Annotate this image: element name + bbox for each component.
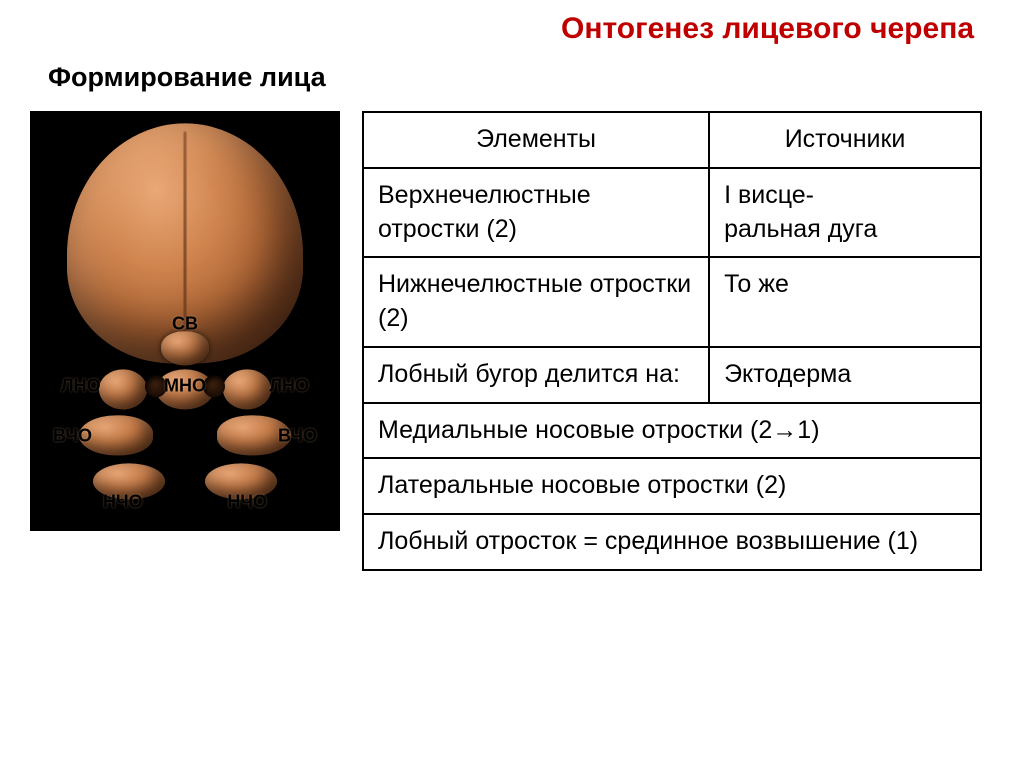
- label-vcho-right: ВЧО: [278, 425, 317, 446]
- label-mno: МНО: [164, 375, 206, 396]
- embryo-illustration: СВ МНО ЛНО ЛНО ВЧО ВЧО НЧО НЧО: [30, 111, 340, 531]
- process-lno-right: [223, 369, 271, 409]
- table-row: Верхнечелюстные отростки (2) I висце- ра…: [363, 168, 981, 258]
- header-elements: Элементы: [363, 112, 709, 168]
- cell-elements: Верхнечелюстные отростки (2): [363, 168, 709, 258]
- header-sources: Источники: [709, 112, 981, 168]
- table-row: Нижнечелюстные отростки (2) То же: [363, 257, 981, 347]
- cell-spanned: Лобный отросток = срединное возвышение (…: [363, 514, 981, 570]
- content-row: СВ МНО ЛНО ЛНО ВЧО ВЧО НЧО НЧО Элементы …: [30, 111, 994, 571]
- page-subtitle: Формирование лица: [48, 62, 994, 93]
- table-row-spanned: Медиальные носовые отростки (2→1): [363, 403, 981, 459]
- label-ncho-right: НЧО: [227, 491, 267, 512]
- embryo-midline-groove: [184, 131, 187, 331]
- table-header-row: Элементы Источники: [363, 112, 981, 168]
- cell-spanned: Медиальные носовые отростки (2→1): [363, 403, 981, 459]
- table-row-spanned: Латеральные носовые отростки (2): [363, 458, 981, 514]
- table-row: Лобный бугор делится на: Эктодерма: [363, 347, 981, 403]
- table-row-spanned: Лобный отросток = срединное возвышение (…: [363, 514, 981, 570]
- cell-sources: То же: [709, 257, 981, 347]
- cell-spanned: Латеральные носовые отростки (2): [363, 458, 981, 514]
- cell-elements: Нижнечелюстные отростки (2): [363, 257, 709, 347]
- elements-table: Элементы Источники Верхнечелюстные отрос…: [362, 111, 982, 571]
- process-sv: [161, 331, 209, 365]
- process-lno-left: [99, 369, 147, 409]
- label-vcho-left: ВЧО: [53, 425, 92, 446]
- cell-sources: I висце- ральная дуга: [709, 168, 981, 258]
- label-lno-left: ЛНО: [61, 375, 101, 396]
- label-sv: СВ: [172, 313, 198, 334]
- cell-sources: Эктодерма: [709, 347, 981, 403]
- page-title: Онтогенез лицевого черепа: [30, 12, 994, 46]
- cell-elements: Лобный бугор делится на:: [363, 347, 709, 403]
- embryo-shape: СВ МНО ЛНО ЛНО ВЧО ВЧО НЧО НЧО: [55, 123, 315, 503]
- nasal-pit-right: [203, 375, 225, 397]
- label-ncho-left: НЧО: [103, 491, 143, 512]
- label-lno-right: ЛНО: [269, 375, 309, 396]
